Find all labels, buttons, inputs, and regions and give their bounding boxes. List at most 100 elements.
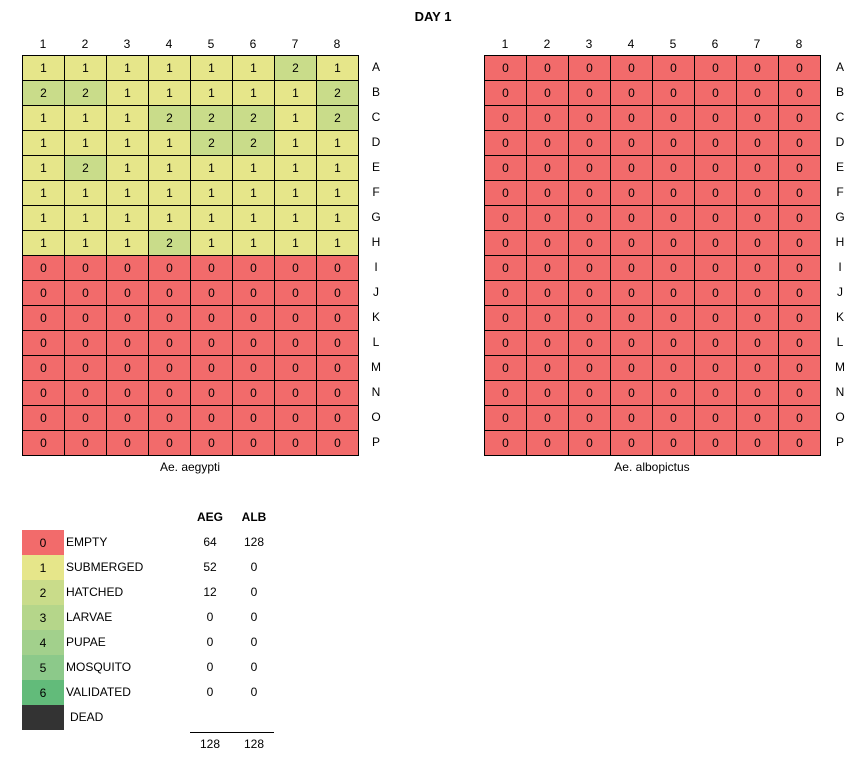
well-cell: 0: [779, 431, 821, 456]
well-cell: 0: [569, 131, 611, 156]
column-header: 2: [81, 37, 89, 51]
well-cell: 0: [653, 106, 695, 131]
legend-label: EMPTY: [66, 535, 108, 549]
well-cell: 0: [275, 406, 317, 431]
well-cell: 0: [65, 306, 107, 331]
well-cell: 0: [611, 356, 653, 381]
row-header: N: [371, 385, 381, 399]
legend-count-alb: 128: [243, 535, 265, 549]
row-header: A: [371, 60, 380, 74]
legend-count-alb: 0: [250, 560, 258, 574]
row-header: D: [371, 135, 381, 149]
well-cell: 1: [149, 131, 191, 156]
well-cell: 0: [569, 431, 611, 456]
well-cell: 1: [65, 206, 107, 231]
well-cell: 2: [317, 81, 359, 106]
row-header: F: [836, 185, 844, 199]
well-cell: 1: [317, 181, 359, 206]
well-cell: 0: [737, 431, 779, 456]
well-cell: 1: [149, 56, 191, 81]
well-cell: 0: [233, 306, 275, 331]
row-header: O: [371, 410, 381, 424]
well-cell: 0: [653, 231, 695, 256]
legend-item: 1 SUBMERGED 52 0: [22, 555, 282, 580]
well-cell: 0: [779, 156, 821, 181]
legend-label: SUBMERGED: [66, 560, 144, 574]
well-cell: 1: [275, 81, 317, 106]
well-cell: 1: [233, 81, 275, 106]
well-cell: 0: [737, 306, 779, 331]
well-cell: 2: [65, 81, 107, 106]
well-cell: 0: [695, 306, 737, 331]
well-cell: 0: [653, 431, 695, 456]
well-cell: 0: [611, 306, 653, 331]
well-cell: 0: [779, 56, 821, 81]
well-cell: 1: [275, 106, 317, 131]
row-header: E: [371, 160, 380, 174]
row-header: H: [835, 235, 845, 249]
well-cell: 0: [485, 306, 527, 331]
well-cell: 1: [23, 181, 65, 206]
well-cell: 1: [107, 81, 149, 106]
well-cell: 0: [317, 381, 359, 406]
legend-label: HATCHED: [66, 585, 124, 599]
well-cell: 0: [569, 331, 611, 356]
well-cell: 0: [65, 431, 107, 456]
well-cell: 1: [107, 181, 149, 206]
well-cell: 0: [317, 356, 359, 381]
legend-item: 2 HATCHED 12 0: [22, 580, 282, 605]
well-cell: 0: [191, 306, 233, 331]
well-cell: 0: [23, 356, 65, 381]
row-header: I: [838, 260, 842, 274]
legend-label: LARVAE: [66, 610, 113, 624]
well-cell: 0: [737, 156, 779, 181]
well-cell: 1: [107, 156, 149, 181]
well-cell: 0: [275, 381, 317, 406]
row-header: A: [835, 60, 844, 74]
well-cell: 0: [611, 206, 653, 231]
well-cell: 0: [191, 406, 233, 431]
well-cell: 0: [23, 406, 65, 431]
well-cell: 0: [779, 131, 821, 156]
legend-swatch: 0: [22, 530, 64, 555]
well-cell: 1: [107, 231, 149, 256]
legend-count-aeg: 52: [203, 560, 217, 574]
well-cell: 0: [485, 406, 527, 431]
legend-item: 5 MOSQUITO 0 0: [22, 655, 282, 680]
legend-swatch: [22, 705, 64, 730]
well-cell: 0: [275, 356, 317, 381]
well-cell: 0: [569, 256, 611, 281]
well-cell: 0: [779, 181, 821, 206]
row-header: I: [374, 260, 378, 274]
well-cell: 0: [779, 331, 821, 356]
column-header: 2: [543, 37, 551, 51]
well-cell: 0: [611, 431, 653, 456]
well-cell: 0: [737, 131, 779, 156]
well-cell: 0: [23, 306, 65, 331]
well-cell: 0: [611, 106, 653, 131]
well-cell: 0: [233, 406, 275, 431]
column-header: 8: [795, 37, 803, 51]
well-cell: 1: [149, 181, 191, 206]
row-header: J: [373, 285, 379, 299]
well-cell: 1: [275, 156, 317, 181]
well-cell: 1: [107, 131, 149, 156]
well-cell: 0: [107, 406, 149, 431]
well-cell: 0: [737, 356, 779, 381]
well-cell: 1: [149, 206, 191, 231]
well-cell: 0: [695, 106, 737, 131]
row-header: B: [835, 85, 844, 99]
well-cell: 1: [65, 181, 107, 206]
well-cell: 0: [107, 306, 149, 331]
well-cell: 1: [23, 206, 65, 231]
well-cell: 0: [779, 106, 821, 131]
well-cell: 0: [485, 281, 527, 306]
row-header: H: [371, 235, 381, 249]
legend-label: DEAD: [70, 710, 104, 724]
row-header: F: [372, 185, 380, 199]
well-cell: 0: [569, 106, 611, 131]
well-cell: 0: [611, 406, 653, 431]
well-cell: 0: [653, 281, 695, 306]
well-cell: 0: [233, 331, 275, 356]
